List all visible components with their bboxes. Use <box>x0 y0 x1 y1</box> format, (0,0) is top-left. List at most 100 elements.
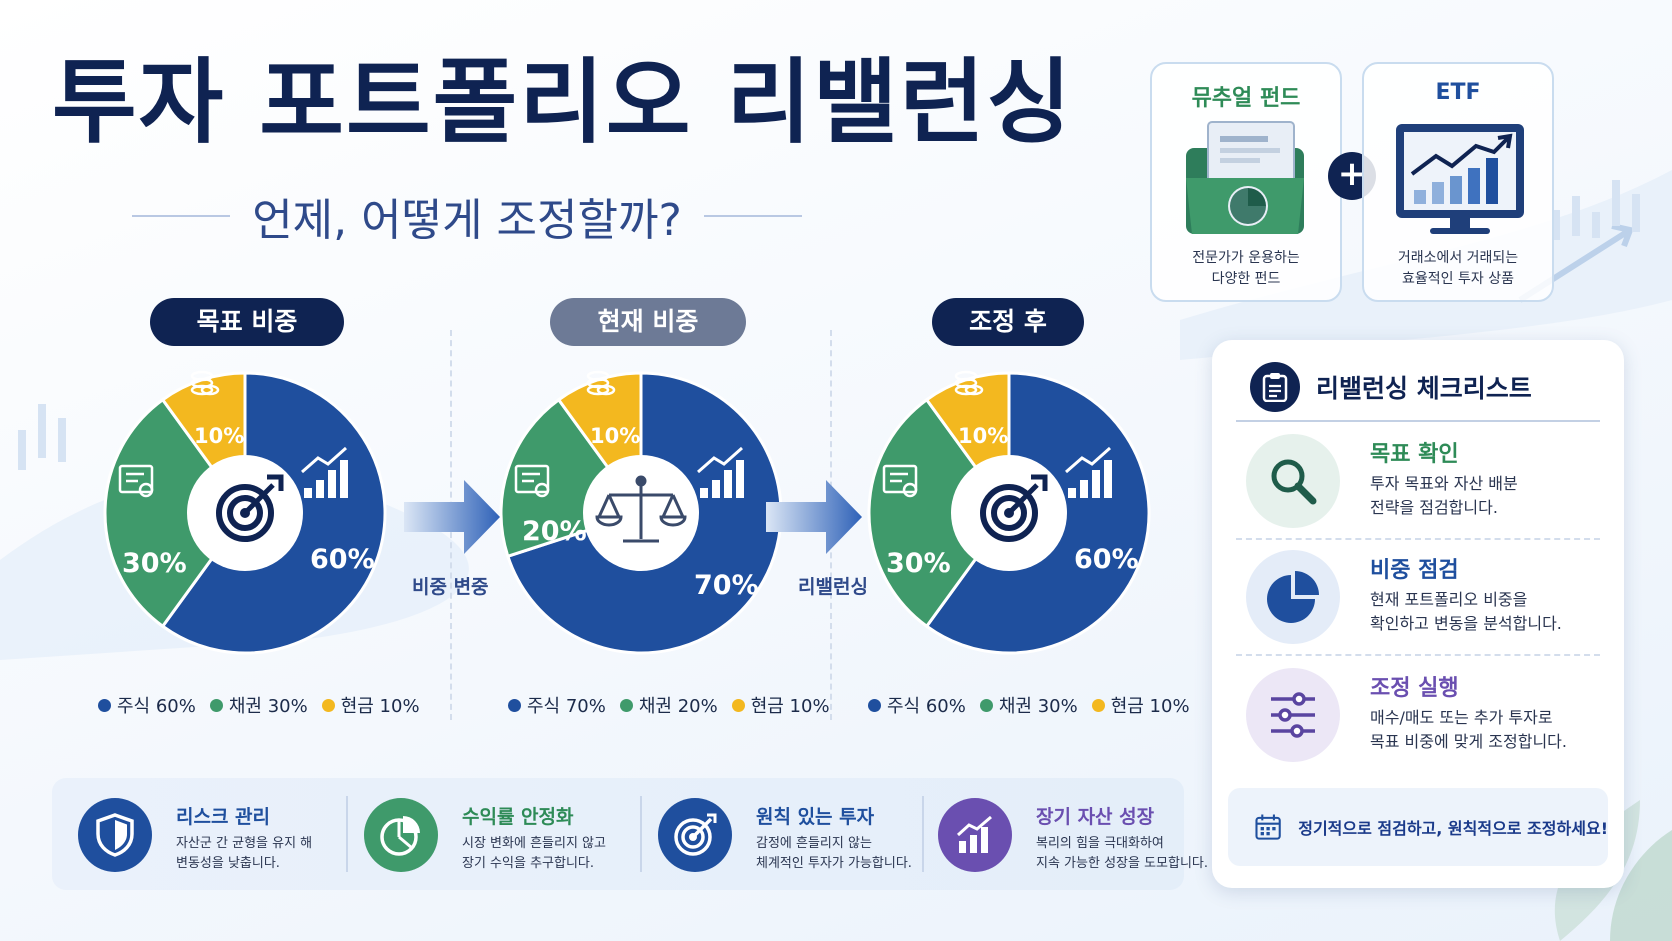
checklist-footer-text: 정기적으로 점검하고, 원칙적으로 조정하세요! <box>1298 819 1608 838</box>
benefit-long-term-growth: 장기 자산 성장 복리의 힘을 극대화하여 지속 가능한 성장을 도모합니다. <box>912 778 1208 890</box>
pill-after-adjustment: 조정 후 <box>932 298 1084 346</box>
growth-chart-icon <box>938 798 1012 872</box>
certificate-icon <box>514 464 550 498</box>
legend-item-bond: 채권 30% <box>979 692 1078 718</box>
target-icon <box>980 474 1048 542</box>
legend-current: 주식 70% 채권 20% 현금 10% <box>508 692 830 718</box>
pie-adjusted-cash-label: 10% <box>958 424 1009 448</box>
subtitle-left-rule <box>132 215 231 217</box>
rebalancing-checklist: 리밸런싱 체크리스트 목표 확인 투자 목표와 자산 배분 전략을 점검합니다. … <box>1212 340 1624 888</box>
pie-adjusted-bond-label: 30% <box>886 548 951 579</box>
checklist-item-desc: 투자 목표와 자산 배분 전략을 점검합니다. <box>1370 474 1518 517</box>
growth-chart-icon <box>1065 446 1112 498</box>
etf-desc-line2: 효율적인 투자 상품 <box>1402 271 1514 287</box>
coins-icon <box>190 370 220 396</box>
checklist-item-execute: 조정 실행 매수/매도 또는 추가 투자로 목표 비중에 맞게 조정합니다. <box>1246 668 1616 772</box>
benefit-desc: 시장 변화에 흔들리지 않고 장기 수익을 추구합니다. <box>462 836 606 871</box>
arrow-label-weight-change: 비중 변중 <box>412 576 489 598</box>
benefit-risk-management: 리스크 관리 자산군 간 균형을 유지 해 변동성을 낮춥니다. <box>52 778 332 890</box>
pill-target-allocation: 목표 비중 <box>150 298 344 346</box>
legend-item-cash: 현금 10% <box>731 692 830 718</box>
etf-title: ETF <box>1435 80 1481 105</box>
legend-target: 주식 60% 채권 30% 현금 10% <box>98 692 420 718</box>
legend-item-stock: 주식 70% <box>508 692 606 718</box>
legend-item-cash: 현금 10% <box>1091 692 1190 718</box>
clipboard-icon <box>1250 362 1300 412</box>
legend-item-stock: 주식 60% <box>98 692 196 718</box>
checklist-item-desc: 현재 포트폴리오 비중을 확인하고 변동을 분석합니다. <box>1370 590 1562 633</box>
mutual-fund-desc-line2: 다양한 펀드 <box>1211 271 1281 287</box>
etf-desc: 거래소에서 거래되는 효율적인 투자 상품 <box>1364 248 1552 290</box>
benefit-desc: 자산군 간 균형을 유지 해 변동성을 낮춥니다. <box>176 836 313 871</box>
legend-item-cash: 현금 10% <box>321 692 420 718</box>
checklist-item-goal: 목표 확인 투자 목표와 자산 배분 전략을 점검합니다. <box>1246 434 1616 538</box>
coins-icon <box>586 370 616 396</box>
folder-pie-icon <box>1186 121 1304 234</box>
checklist-header: 리밸런싱 체크리스트 <box>1250 362 1532 412</box>
subtitle-row: 언제, 어떻게 조정할까? <box>132 186 803 246</box>
checklist-item-desc: 매수/매도 또는 추가 투자로 목표 비중에 맞게 조정합니다. <box>1370 708 1567 751</box>
pie-adjusted-svg <box>867 370 1151 655</box>
benefit-divider <box>922 796 924 872</box>
sliders-icon <box>1246 668 1340 762</box>
benefit-divider <box>346 796 348 872</box>
checklist-divider <box>1236 538 1600 540</box>
pie-target: 60% 30% 10% <box>100 368 390 658</box>
checklist-divider <box>1236 654 1600 656</box>
benefit-title: 원칙 있는 투자 <box>756 806 875 828</box>
growth-chart-icon <box>301 446 348 498</box>
certificate-icon <box>882 464 918 498</box>
target-icon <box>216 474 284 542</box>
checklist-title: 리밸런싱 체크리스트 <box>1316 374 1532 403</box>
pie-target-cash-label: 10% <box>194 424 245 448</box>
monitor-chart-icon <box>1396 124 1524 234</box>
benefit-return-stability: 수익률 안정화 시장 변화에 흔들리지 않고 장기 수익을 추구합니다. <box>338 778 618 890</box>
mutual-fund-desc-line1: 전문가가 운용하는 <box>1192 250 1300 266</box>
pie-current-bond-label: 20% <box>522 516 587 547</box>
certificate-icon <box>118 464 154 498</box>
calendar-icon <box>1255 814 1281 840</box>
pie-target-stock-label: 60% <box>310 544 375 575</box>
benefit-divider <box>640 796 642 872</box>
legend-adjusted: 주식 60% 채권 30% 현금 10% <box>868 692 1190 718</box>
subtitle-right-rule <box>703 215 803 217</box>
arrow-label-rebalancing: 리밸런싱 <box>798 576 868 598</box>
legend-item-bond: 채권 30% <box>209 692 308 718</box>
mutual-fund-desc: 전문가가 운용하는 다양한 펀드 <box>1152 248 1340 290</box>
etf-desc-line1: 거래소에서 거래되는 <box>1397 250 1519 266</box>
legend-item-stock: 주식 60% <box>868 692 966 718</box>
target-icon <box>658 798 732 872</box>
mutual-fund-card: 뮤추얼 펀드 전문가가 운용하는 다양한 펀드 <box>1150 62 1342 302</box>
benefit-desc: 복리의 힘을 극대화하여 지속 가능한 성장을 도모합니다. <box>1036 836 1209 871</box>
pie-chart-icon <box>364 798 438 872</box>
pie-target-svg <box>103 370 387 655</box>
pill-current-allocation: 현재 비중 <box>550 298 746 346</box>
pie-current-stock-label: 70% <box>694 570 759 601</box>
benefit-title: 수익률 안정화 <box>462 806 574 828</box>
pie-current-svg <box>499 370 783 655</box>
shield-icon <box>78 798 152 872</box>
benefits-bar: 리스크 관리 자산군 간 균형을 유지 해 변동성을 낮춥니다. 수익률 안정화 … <box>52 778 1208 890</box>
benefit-desc: 감정에 흔들리지 않는 체계적인 투자가 가능합니다. <box>756 836 912 871</box>
pie-adjusted: 60% 30% 10% <box>864 368 1154 658</box>
legend-item-bond: 채권 20% <box>619 692 718 718</box>
scale-icon <box>595 475 687 543</box>
arrow-right-icon <box>404 480 500 554</box>
arrow-right-icon <box>766 480 862 554</box>
etf-card: ETF 거래소에서 거래되는 효율적인 투자 상품 <box>1362 62 1554 302</box>
pie-slice-bond <box>867 397 1011 629</box>
page-title: 투자 포트폴리오 리밸런싱 <box>52 49 1074 156</box>
pie-adjusted-stock-label: 60% <box>1074 544 1139 575</box>
magnifier-icon <box>1246 434 1340 528</box>
growth-chart-icon <box>697 446 744 498</box>
checklist-item-weight-check: 비중 점검 현재 포트폴리오 비중을 확인하고 변동을 분석합니다. <box>1246 550 1616 654</box>
pie-target-bond-label: 30% <box>122 548 187 579</box>
mutual-fund-title: 뮤추얼 펀드 <box>1191 86 1301 111</box>
pie-current-cash-label: 10% <box>590 424 641 448</box>
benefit-title: 장기 자산 성장 <box>1036 806 1155 828</box>
checklist-item-title: 목표 확인 <box>1370 442 1459 467</box>
checklist-item-title: 비중 점검 <box>1370 558 1459 583</box>
pie-current: 70% 20% 10% <box>496 368 786 658</box>
checklist-footer: 정기적으로 점검하고, 원칙적으로 조정하세요! <box>1228 788 1608 866</box>
page-subtitle: 언제, 어떻게 조정할까? <box>252 195 682 246</box>
